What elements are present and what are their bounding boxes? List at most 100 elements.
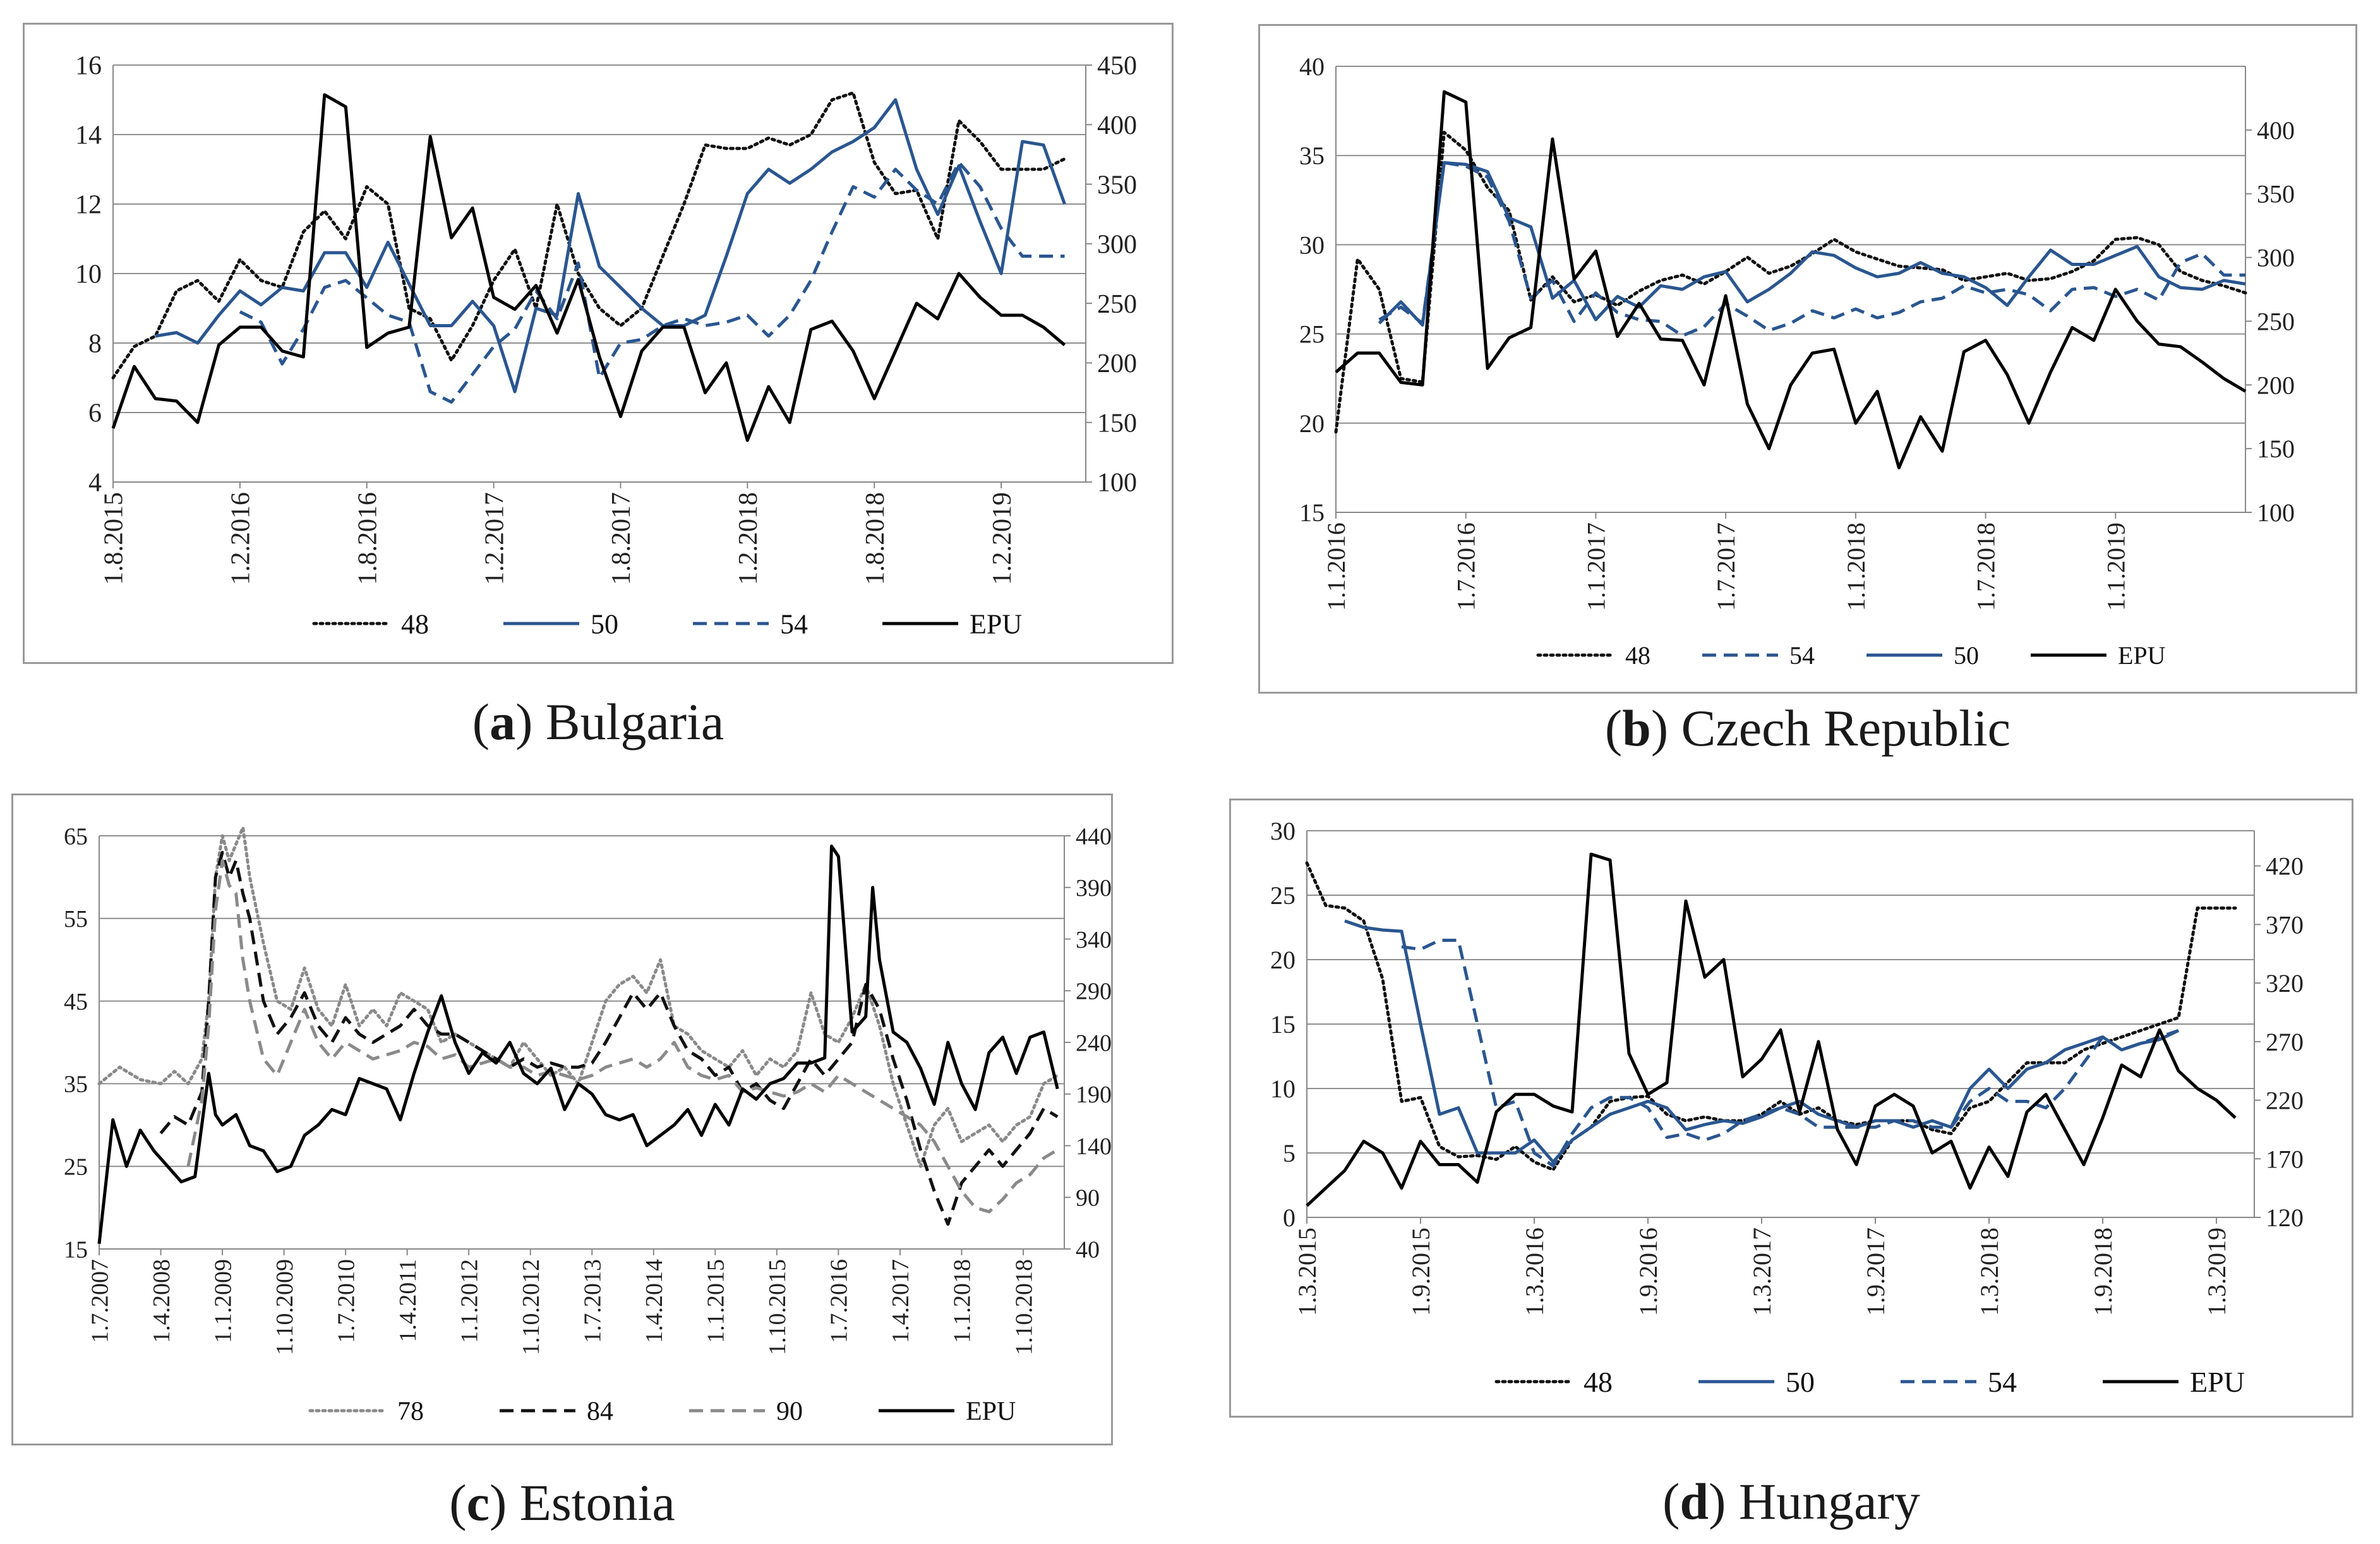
y-tick-label-left: 65 bbox=[64, 823, 88, 850]
x-tick-label: 1.1.2015 bbox=[703, 1259, 730, 1343]
chart-frame: 15 25 35 45 55 65 40 90 140 190 240 290 340 390 440 1.7… bbox=[11, 793, 1113, 1445]
y-tick-label-left: 10 bbox=[1270, 1075, 1295, 1103]
x-tick-label: 1.9.2018 bbox=[2089, 1227, 2117, 1316]
x-tick-label: 1.3.2016 bbox=[1520, 1227, 1549, 1316]
y-tick-label-right: 200 bbox=[2257, 371, 2295, 399]
y-tick-label-right: 150 bbox=[2257, 435, 2295, 463]
legend-label-90: 90 bbox=[776, 1397, 803, 1426]
y-tick-label-right: 250 bbox=[2257, 307, 2295, 335]
legend: 48 54 50 EPU bbox=[1536, 641, 2166, 670]
panel-bulgaria: 4 6 8 10 12 14 16 100 150 200 250 300 350 400 450 1.8.2… bbox=[23, 23, 1174, 751]
panel-hungary: 0 5 10 15 20 25 30 120 170 220 270 320 370 420 1.3.201… bbox=[1229, 799, 2353, 1530]
y-tick-label-right: 220 bbox=[2266, 1087, 2304, 1115]
y-tick-label-left: 55 bbox=[64, 906, 88, 932]
y-tick-label-right: 250 bbox=[1097, 290, 1137, 319]
y-tick-label-right: 390 bbox=[1076, 875, 1112, 902]
y-tick-label-left: 10 bbox=[75, 260, 102, 289]
series-line-84 bbox=[159, 850, 1059, 1226]
caption-letter: a bbox=[490, 693, 516, 751]
y-tick-label-left: 15 bbox=[1299, 498, 1325, 527]
x-tick-label: 1.7.2016 bbox=[826, 1259, 853, 1343]
legend-label-50: 50 bbox=[591, 608, 618, 639]
caption-estonia: (c) Estonia bbox=[449, 1474, 675, 1531]
x-tick-label: 1.7.2016 bbox=[1452, 522, 1481, 611]
series-line-epu bbox=[111, 93, 1066, 442]
y-tick-label-left: 6 bbox=[88, 399, 102, 428]
legend-label-48: 48 bbox=[1625, 641, 1650, 670]
caption-czech-republic: (b) Czech Republic bbox=[1604, 699, 2011, 757]
y-tick-label-right: 90 bbox=[1076, 1185, 1100, 1212]
y-tick-label-right: 150 bbox=[1097, 409, 1137, 438]
y-tick-label-left: 25 bbox=[64, 1154, 88, 1181]
y-tick-label-right: 270 bbox=[2266, 1028, 2304, 1056]
series-line-48 bbox=[1305, 861, 2237, 1171]
y-tick-label-right: 290 bbox=[1076, 979, 1112, 1005]
caption-country: Bulgaria bbox=[545, 693, 724, 751]
legend: 48 50 54 EPU bbox=[1494, 1366, 2245, 1398]
x-tick-label: 1.2.2016 bbox=[227, 492, 256, 585]
y-tick-label-left: 20 bbox=[1299, 409, 1325, 438]
series-line-54 bbox=[239, 160, 1065, 404]
x-tick-label: 1.9.2017 bbox=[1861, 1227, 1890, 1316]
x-tick-label: 1.10.2009 bbox=[272, 1259, 298, 1355]
legend-label-48: 48 bbox=[1584, 1366, 1613, 1398]
legend-label-epu: EPU bbox=[966, 1397, 1016, 1426]
y-tick-label-left: 0 bbox=[1283, 1203, 1295, 1232]
chart-frame: 4 6 8 10 12 14 16 100 150 200 250 300 350 400 450 1.8.2… bbox=[23, 23, 1174, 664]
series-line-50 bbox=[155, 98, 1066, 394]
y-tick-label-left: 15 bbox=[64, 1236, 88, 1263]
y-tick-label-left: 5 bbox=[1283, 1139, 1295, 1167]
chart-svg: 15 20 25 30 35 40 100 150 200 250 300 350 400 1.1.201… bbox=[1299, 52, 2295, 670]
series-line-50 bbox=[1378, 161, 2246, 327]
x-tick-label: 1.3.2019 bbox=[2203, 1227, 2231, 1316]
y-tick-label-right: 400 bbox=[2257, 116, 2295, 145]
caption-bulgaria: (a) Bulgaria bbox=[472, 693, 724, 751]
series-line-epu bbox=[97, 844, 1059, 1245]
y-tick-label-right: 190 bbox=[1076, 1082, 1112, 1108]
series-line-78 bbox=[97, 826, 1059, 1168]
y-tick-label-left: 15 bbox=[1270, 1010, 1295, 1039]
x-tick-label: 1.1.2018 bbox=[949, 1259, 976, 1343]
y-tick-label-right: 340 bbox=[1076, 927, 1112, 953]
y-tick-label-left: 25 bbox=[1299, 320, 1325, 349]
series-line-90 bbox=[186, 859, 1059, 1214]
series-line-54 bbox=[1401, 938, 2179, 1167]
y-tick-label-right: 300 bbox=[2257, 244, 2295, 272]
legend: 48 50 54 EPU bbox=[312, 608, 1022, 639]
x-tick-label: 1.7.2018 bbox=[1972, 522, 2000, 611]
legend-label-48: 48 bbox=[401, 608, 429, 639]
series-line-54 bbox=[1378, 161, 2245, 337]
y-tick-label-right: 240 bbox=[1076, 1030, 1112, 1056]
legend-label-78: 78 bbox=[397, 1397, 424, 1426]
y-tick-label-left: 30 bbox=[1270, 817, 1295, 845]
y-tick-label-right: 120 bbox=[2266, 1203, 2304, 1232]
legend-label-54: 54 bbox=[1789, 641, 1815, 670]
legend-label-epu: EPU bbox=[970, 608, 1022, 639]
panel-czech-republic: 15 20 25 30 35 40 100 150 200 250 300 350 400 1.1.201… bbox=[1258, 24, 2357, 757]
series-line-48 bbox=[111, 91, 1066, 380]
legend-label-84: 84 bbox=[587, 1397, 613, 1426]
x-tick-label: 1.4.2017 bbox=[887, 1259, 914, 1343]
legend-label-epu: EPU bbox=[2118, 641, 2166, 670]
y-tick-label-right: 140 bbox=[1076, 1133, 1112, 1160]
y-tick-label-right: 100 bbox=[1097, 469, 1137, 498]
x-tick-label: 1.1.2019 bbox=[2101, 522, 2130, 611]
legend-label-50: 50 bbox=[1954, 641, 1979, 670]
legend-label-epu: EPU bbox=[2190, 1366, 2245, 1398]
y-tick-label-left: 40 bbox=[1299, 52, 1325, 81]
panel-estonia: 15 25 35 45 55 65 40 90 140 190 240 290 340 390 440 1.7… bbox=[11, 793, 1113, 1531]
legend-label-54: 54 bbox=[780, 608, 808, 639]
y-tick-label-left: 14 bbox=[75, 121, 102, 150]
y-tick-label-left: 35 bbox=[1299, 142, 1325, 170]
caption-country: Estonia bbox=[519, 1474, 675, 1531]
x-tick-label: 1.9.2016 bbox=[1634, 1227, 1662, 1316]
y-tick-label-left: 45 bbox=[64, 989, 88, 1015]
x-tick-label: 1.8.2017 bbox=[607, 492, 636, 585]
y-tick-label-right: 350 bbox=[2257, 180, 2295, 208]
series-line-50 bbox=[1344, 919, 2180, 1164]
x-tick-label: 1.2.2018 bbox=[734, 492, 763, 585]
x-tick-label: 1.10.2018 bbox=[1011, 1259, 1037, 1355]
x-tick-label: 1.8.2016 bbox=[353, 492, 382, 585]
x-tick-label: 1.4.2014 bbox=[641, 1259, 668, 1343]
y-tick-label-left: 4 bbox=[88, 469, 102, 498]
